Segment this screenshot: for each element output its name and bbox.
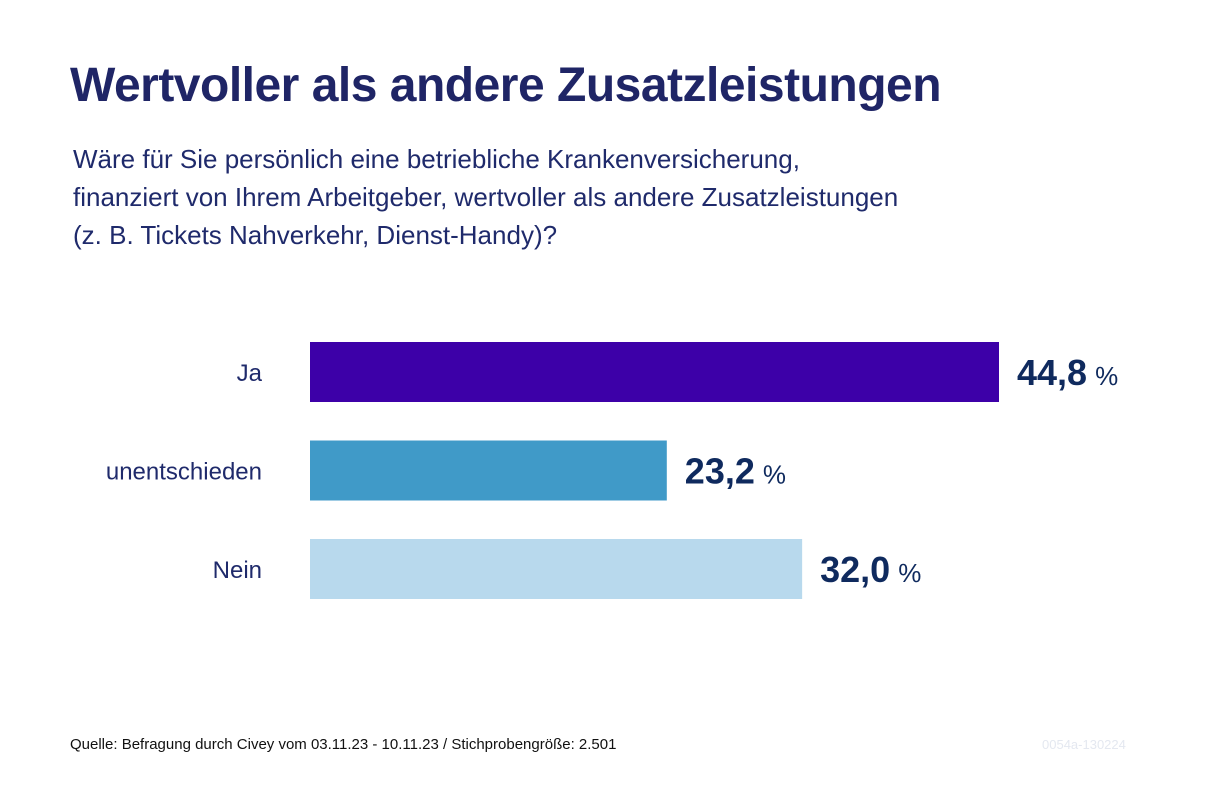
subtitle-line: (z. B. Tickets Nahverkehr, Dienst-Handy)… (73, 220, 558, 250)
chart-title: Wertvoller als andere Zusatzleistungen (70, 59, 942, 112)
value-unit: % (898, 558, 921, 588)
bar-unentschieden (310, 440, 667, 501)
value-number: 23,2 (685, 451, 755, 492)
value-number: 44,8 (1017, 352, 1087, 393)
value-label: 32,0% (820, 549, 921, 590)
value-label: 44,8% (1017, 352, 1118, 393)
category-label: Nein (213, 557, 262, 584)
bar-ja (310, 342, 999, 402)
subtitle-line: Wäre für Sie persönlich eine betrieblich… (73, 144, 800, 174)
graphic-code: 0054a-130224 (1042, 737, 1126, 752)
bar-nein (310, 539, 803, 599)
subtitle-line: finanziert von Ihrem Arbeitgeber, wertvo… (73, 182, 899, 212)
value-unit: % (1095, 361, 1118, 391)
category-label: Ja (237, 360, 263, 387)
chart-subtitle: Wäre für Sie persönlich eine betrieblich… (73, 140, 1073, 254)
source-note: Quelle: Befragung durch Civey vom 03.11.… (70, 736, 617, 753)
value-label: 23,2% (685, 451, 786, 492)
value-number: 32,0 (820, 549, 890, 590)
category-label: unentschieden (106, 459, 262, 486)
value-unit: % (763, 460, 786, 490)
